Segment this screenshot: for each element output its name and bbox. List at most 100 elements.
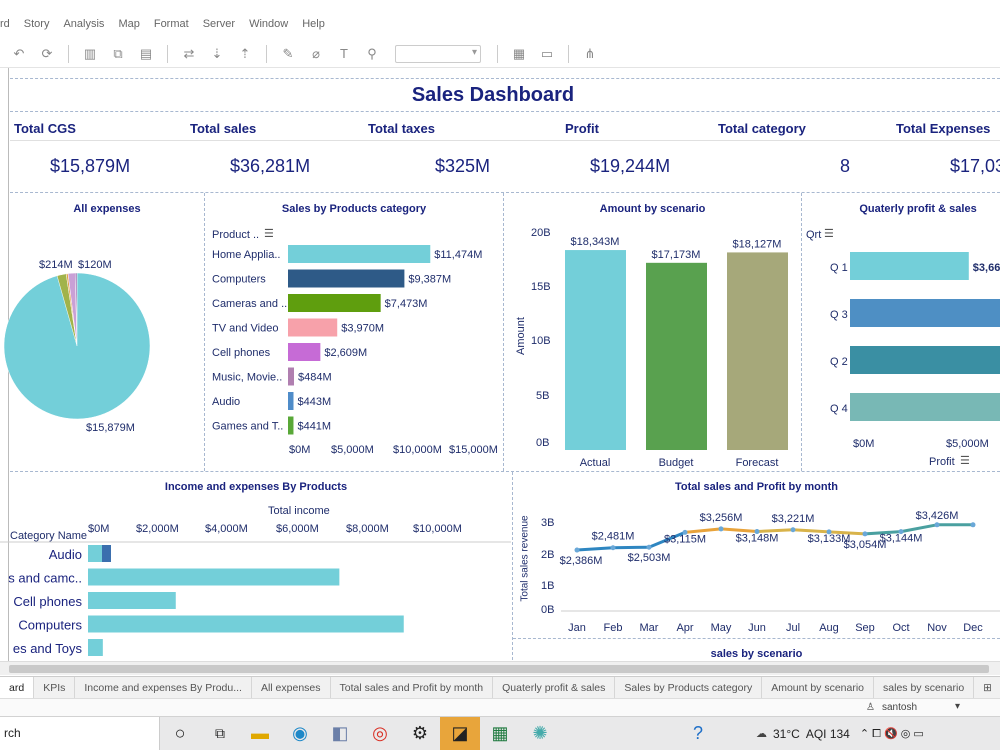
x-tick: $8,000M: [346, 523, 389, 535]
panel-title-all-expenses: All expenses: [73, 203, 141, 215]
sort-desc-icon[interactable]: ⇡: [239, 45, 251, 61]
kpi-value-expenses: $17,03: [950, 156, 1000, 176]
aqi-value[interactable]: AQI 134: [805, 726, 850, 741]
menu-window[interactable]: Window: [249, 18, 289, 30]
pie-label: $214M: [39, 259, 73, 271]
toolbar-divider: [167, 44, 168, 63]
y-tick: 5B: [536, 390, 550, 402]
cortana-icon[interactable]: ○: [174, 723, 186, 743]
monthly-chart: Jan Feb Mar Apr May Jun Jul Aug Sep Oct Nov Dec $2,3…: [560, 510, 1000, 634]
tab-all-expenses[interactable]: All expenses: [252, 676, 331, 699]
label-icon[interactable]: T: [340, 46, 348, 61]
sales-by-category-chart: Home Applia.. $11,474M Computers $9,387M Cam…: [212, 245, 482, 435]
clear-sheet-icon[interactable]: ▤: [139, 45, 153, 61]
tableau-app-icon[interactable]: ◪: [440, 716, 480, 750]
category-label: Audio: [212, 396, 240, 408]
show-me-icon[interactable]: ▦: [512, 45, 526, 61]
divider: [10, 140, 1000, 141]
sort-icon[interactable]: ☰: [960, 455, 970, 467]
tab-sales-by-scenario[interactable]: sales by scenario: [874, 676, 975, 699]
menu-format[interactable]: Format: [153, 18, 189, 30]
snipping-icon[interactable]: ✺: [532, 723, 548, 743]
task-view-icon[interactable]: ⧉: [215, 725, 225, 741]
pie-slice: [3, 272, 151, 420]
scrollbar-thumb[interactable]: [9, 665, 989, 673]
panel-title-sales-by-category: Sales by Products category: [281, 203, 427, 215]
refresh-icon[interactable]: ⟳: [41, 45, 53, 61]
pin-icon[interactable]: ⚲: [367, 45, 377, 61]
tab-income-expenses[interactable]: Income and expenses By Produ...: [75, 676, 252, 699]
excel-icon[interactable]: ▦: [491, 723, 509, 743]
weather-temp[interactable]: 31°C: [773, 726, 800, 741]
taskbar-search[interactable]: rch: [0, 716, 160, 750]
tray-icons[interactable]: ⌃ ⧠ 🔇 ◎ ▭: [859, 727, 924, 740]
menu-help[interactable]: Help: [302, 18, 325, 30]
line-segment: [864, 530, 902, 536]
y-tick: 2B: [541, 549, 555, 561]
divider: [503, 193, 504, 471]
line-segment: [612, 545, 650, 550]
tab-dashboard[interactable]: ard: [0, 676, 35, 699]
app-icon[interactable]: ◧: [331, 723, 349, 743]
help-icon[interactable]: ?: [692, 723, 703, 743]
bar: [850, 346, 1000, 374]
menu-story[interactable]: Story: [23, 18, 50, 30]
tab-monthly[interactable]: Total sales and Profit by month: [331, 676, 494, 699]
edge-icon[interactable]: ◉: [292, 723, 308, 743]
user-name[interactable]: santosh: [882, 702, 918, 713]
data-label: $18,343M: [571, 236, 620, 248]
data-label: $2,386M: [560, 555, 603, 567]
highlight-icon[interactable]: ✎: [282, 45, 294, 61]
duplicate-sheet-icon[interactable]: ⧉: [113, 45, 123, 61]
new-worksheet-icon[interactable]: ⊞: [983, 681, 992, 694]
y-tick: 3B: [541, 517, 555, 529]
tab-kpis[interactable]: KPIs: [34, 676, 76, 699]
data-point: [610, 545, 616, 551]
data-label: $484M: [298, 372, 332, 384]
pie-label: $15,879M: [86, 422, 135, 434]
bar: [727, 252, 788, 450]
share-icon[interactable]: ⋔: [584, 45, 596, 61]
bar: [850, 299, 1000, 327]
settings-icon[interactable]: ⚙: [411, 723, 429, 743]
tab-amount-by-scenario[interactable]: Amount by scenario: [762, 676, 875, 699]
file-explorer-icon[interactable]: ▬: [251, 723, 269, 743]
data-label: $11,474M: [434, 249, 482, 261]
sort-asc-icon[interactable]: ⇣: [211, 45, 223, 61]
line-segment: [900, 523, 938, 534]
divider: [204, 193, 205, 471]
menu-analysis[interactable]: Analysis: [63, 18, 105, 30]
x-tick: $10,000M: [393, 444, 442, 456]
category-label: Q 4: [830, 403, 848, 415]
x-tick: $10,000M: [413, 523, 462, 535]
data-point: [646, 544, 652, 550]
chevron-down-icon[interactable]: ▾: [955, 701, 961, 712]
data-label: $9,387M: [408, 274, 451, 286]
horizontal-scrollbar[interactable]: [0, 661, 1000, 675]
chrome-icon[interactable]: ◎: [372, 723, 388, 743]
line-segment: [720, 527, 758, 534]
menu-server[interactable]: Server: [202, 18, 236, 30]
category-label: Music, Movie..: [212, 372, 282, 384]
menu-map[interactable]: Map: [118, 18, 140, 30]
bar: [288, 367, 295, 386]
data-label: $2,481M: [592, 531, 635, 543]
undo-icon[interactable]: ↶: [13, 45, 25, 61]
sort-icon[interactable]: ☰: [264, 228, 274, 240]
x-tick: $2,000M: [136, 523, 179, 535]
divider: [10, 471, 1000, 472]
kpi-label-category: Total category: [718, 121, 806, 136]
data-label: $3,221M: [772, 513, 815, 525]
swap-icon[interactable]: ⇄: [183, 45, 195, 61]
attach-icon[interactable]: ⌀: [312, 45, 320, 61]
line-segment: [828, 530, 866, 536]
new-sheet-icon[interactable]: ▥: [83, 45, 97, 61]
fit-dropdown[interactable]: [395, 44, 481, 63]
tab-sales-by-category[interactable]: Sales by Products category: [615, 676, 763, 699]
tab-quarterly[interactable]: Quaterly profit & sales: [493, 676, 616, 699]
kpi-label-taxes: Total taxes: [368, 121, 435, 136]
bar-segment: [102, 545, 111, 562]
presentation-icon[interactable]: ▭: [540, 45, 554, 61]
menu-dashboard[interactable]: rd: [0, 18, 10, 30]
sort-icon[interactable]: ☰: [824, 228, 834, 240]
